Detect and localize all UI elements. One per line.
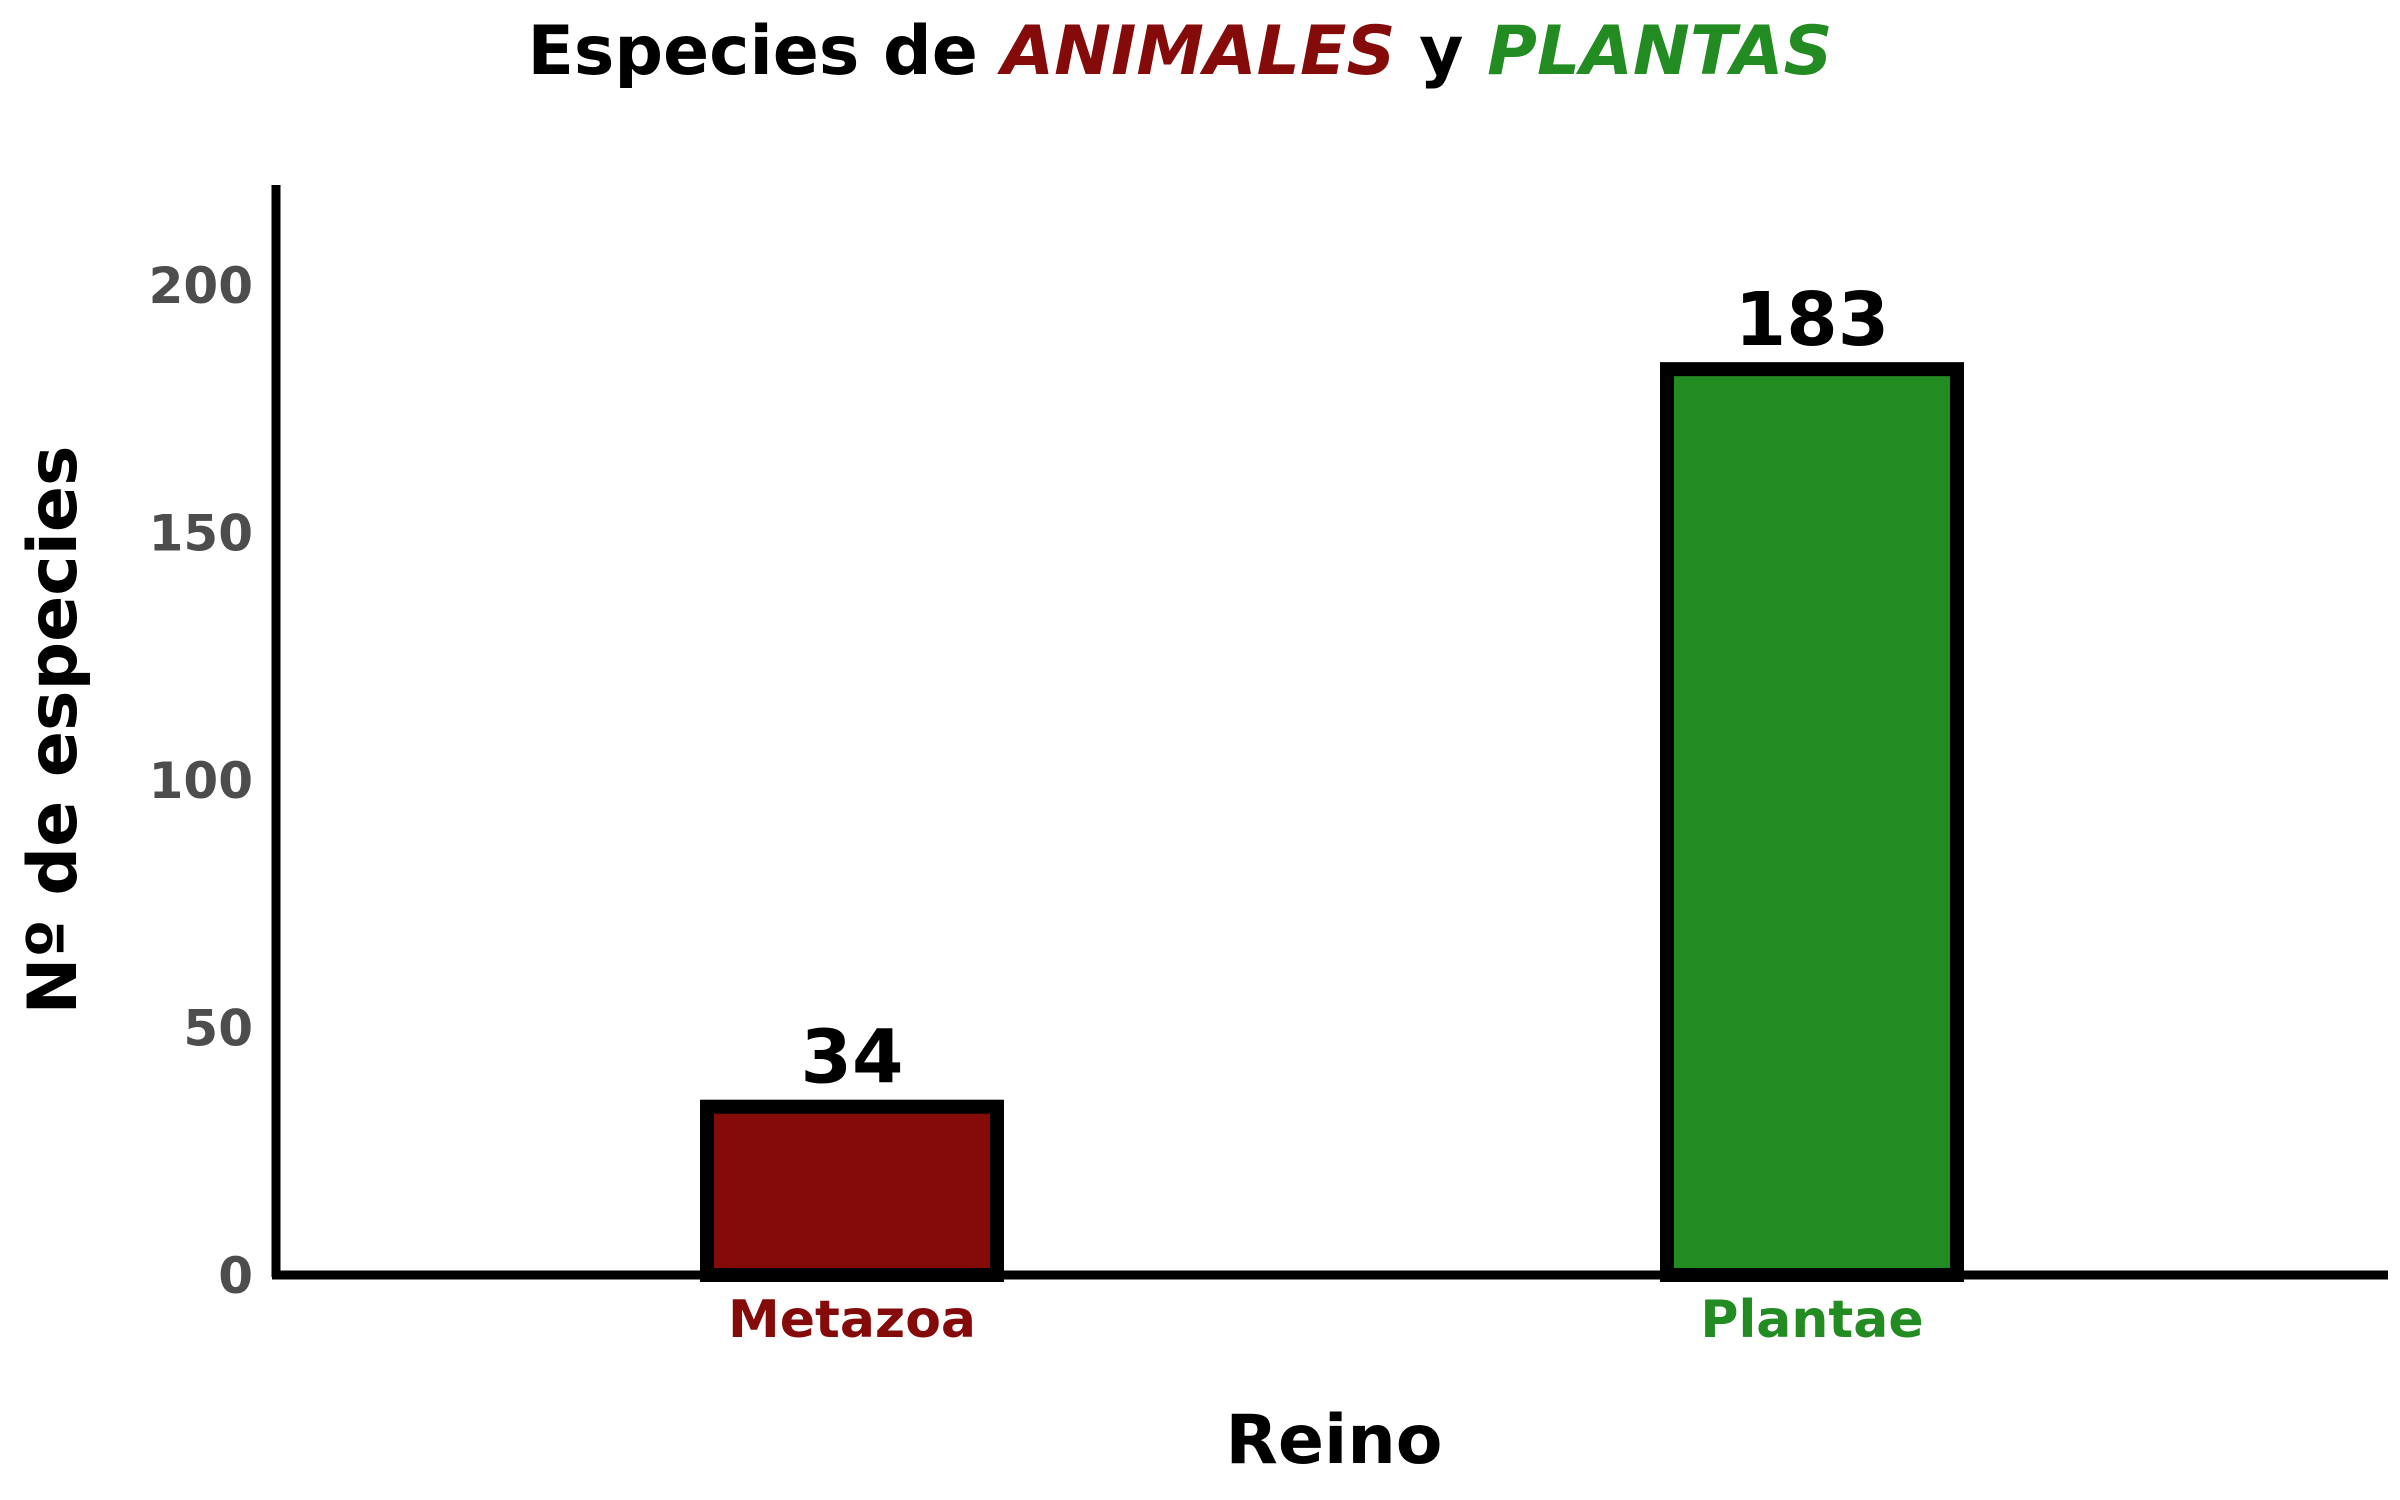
y-tick-label: 100	[149, 752, 253, 810]
x-tick-label: Plantae	[1700, 1290, 1923, 1350]
data-label: 34	[801, 1015, 904, 1101]
x-axis-title: Reino	[1226, 1401, 1443, 1480]
title-prefix: Especies de	[527, 12, 1001, 91]
title-plants: PLANTAS	[1487, 12, 1832, 91]
title-animals: ANIMALES	[997, 12, 1396, 91]
labels: 34 Metazoa 183 Plantae	[728, 277, 1924, 1350]
y-ticks: 0 50 100 150 200	[149, 257, 253, 1305]
bar-metazoa	[700, 1099, 1004, 1282]
y-axis-title: Nº de especies	[14, 445, 93, 1014]
bars	[700, 362, 1964, 1282]
y-tick-label: 0	[218, 1247, 253, 1305]
x-tick-label: Metazoa	[728, 1290, 976, 1350]
chart-title: Especies de ANIMALES y PLANTAS	[527, 12, 1832, 91]
y-tick-label: 150	[149, 505, 253, 563]
y-tick-label: 200	[149, 257, 253, 315]
title-middle: y	[1395, 12, 1487, 91]
data-label: 183	[1735, 277, 1889, 363]
y-tick-label: 50	[183, 1000, 253, 1058]
bar-plantae	[1660, 362, 1964, 1282]
